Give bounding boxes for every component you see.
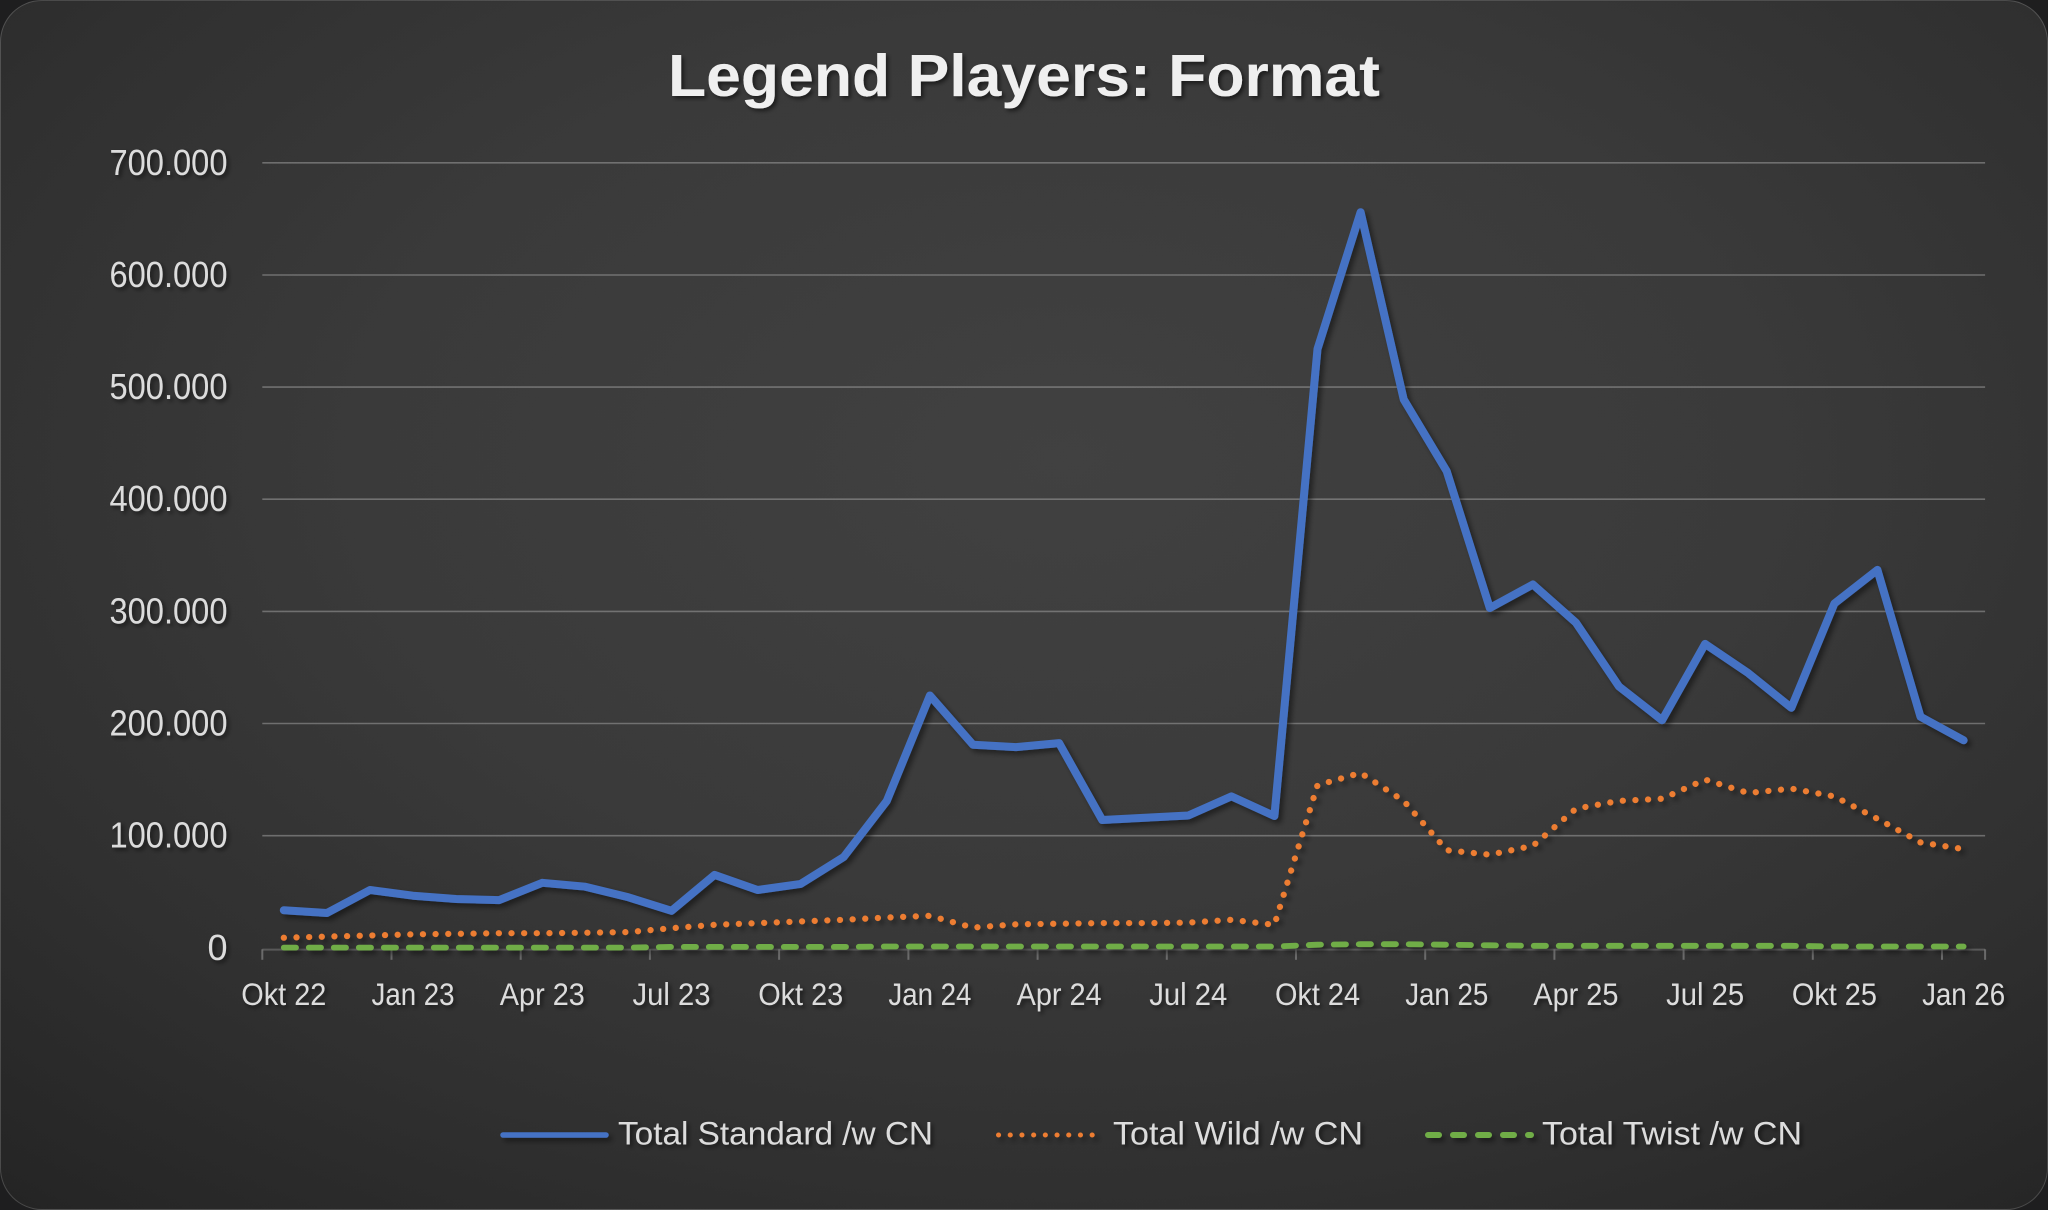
svg-text:700.000: 700.000 <box>110 142 228 183</box>
svg-text:Apr 23: Apr 23 <box>500 976 585 1012</box>
svg-text:Total Wild /w CN: Total Wild /w CN <box>1113 1116 1363 1152</box>
svg-text:Total Twist /w CN: Total Twist /w CN <box>1542 1116 1802 1152</box>
svg-text:Jan 25: Jan 25 <box>1405 976 1488 1012</box>
svg-text:Okt 25: Okt 25 <box>1792 976 1877 1012</box>
svg-text:Apr 25: Apr 25 <box>1533 976 1618 1012</box>
svg-text:100.000: 100.000 <box>110 815 228 856</box>
svg-text:300.000: 300.000 <box>110 590 228 631</box>
svg-text:0: 0 <box>207 927 227 968</box>
svg-text:200.000: 200.000 <box>110 703 228 744</box>
svg-text:Okt 23: Okt 23 <box>758 976 843 1012</box>
svg-text:600.000: 600.000 <box>110 254 228 295</box>
svg-text:Okt 24: Okt 24 <box>1275 976 1360 1012</box>
svg-text:Jan 26: Jan 26 <box>1922 976 2005 1012</box>
svg-text:Total Standard /w CN: Total Standard /w CN <box>618 1116 933 1152</box>
svg-text:Jul 24: Jul 24 <box>1149 976 1227 1012</box>
svg-text:Jan 24: Jan 24 <box>888 976 971 1012</box>
svg-text:500.000: 500.000 <box>110 366 228 407</box>
svg-text:400.000: 400.000 <box>110 478 228 519</box>
svg-text:Apr 24: Apr 24 <box>1017 976 1102 1012</box>
svg-text:Jul 25: Jul 25 <box>1666 976 1744 1012</box>
svg-text:Legend Players: Format: Legend Players: Format <box>668 43 1380 109</box>
svg-text:Okt 22: Okt 22 <box>241 976 326 1012</box>
svg-text:Jul 23: Jul 23 <box>633 976 711 1012</box>
svg-text:Jan 23: Jan 23 <box>372 976 455 1012</box>
